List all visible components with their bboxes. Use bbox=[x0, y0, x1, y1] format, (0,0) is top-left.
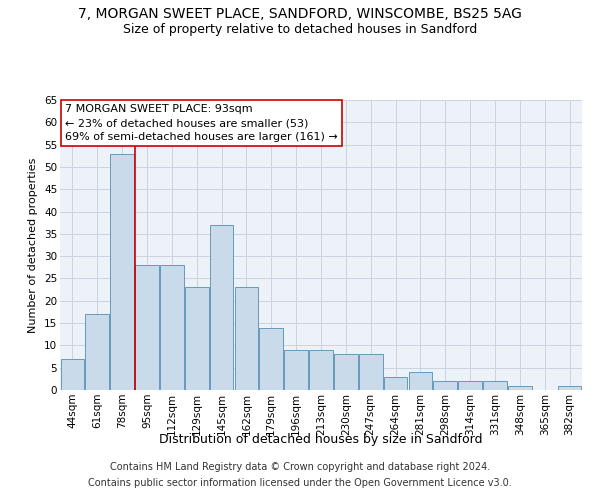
Text: Size of property relative to detached houses in Sandford: Size of property relative to detached ho… bbox=[123, 22, 477, 36]
Y-axis label: Number of detached properties: Number of detached properties bbox=[28, 158, 38, 332]
Bar bbox=[110, 154, 134, 390]
Text: Contains public sector information licensed under the Open Government Licence v3: Contains public sector information licen… bbox=[88, 478, 512, 488]
Bar bbox=[235, 288, 258, 390]
Bar bbox=[284, 350, 308, 390]
Bar bbox=[508, 386, 532, 390]
Bar bbox=[483, 381, 507, 390]
Bar bbox=[210, 225, 233, 390]
Bar bbox=[433, 381, 457, 390]
Bar bbox=[185, 288, 209, 390]
Bar bbox=[359, 354, 383, 390]
Bar bbox=[384, 376, 407, 390]
Bar bbox=[61, 359, 84, 390]
Bar bbox=[558, 386, 581, 390]
Text: Contains HM Land Registry data © Crown copyright and database right 2024.: Contains HM Land Registry data © Crown c… bbox=[110, 462, 490, 472]
Bar bbox=[409, 372, 432, 390]
Bar bbox=[334, 354, 358, 390]
Bar bbox=[259, 328, 283, 390]
Bar bbox=[309, 350, 333, 390]
Bar bbox=[85, 314, 109, 390]
Text: 7 MORGAN SWEET PLACE: 93sqm
← 23% of detached houses are smaller (53)
69% of sem: 7 MORGAN SWEET PLACE: 93sqm ← 23% of det… bbox=[65, 104, 338, 142]
Bar bbox=[135, 265, 159, 390]
Text: Distribution of detached houses by size in Sandford: Distribution of detached houses by size … bbox=[159, 432, 483, 446]
Text: 7, MORGAN SWEET PLACE, SANDFORD, WINSCOMBE, BS25 5AG: 7, MORGAN SWEET PLACE, SANDFORD, WINSCOM… bbox=[78, 8, 522, 22]
Bar bbox=[160, 265, 184, 390]
Bar bbox=[458, 381, 482, 390]
